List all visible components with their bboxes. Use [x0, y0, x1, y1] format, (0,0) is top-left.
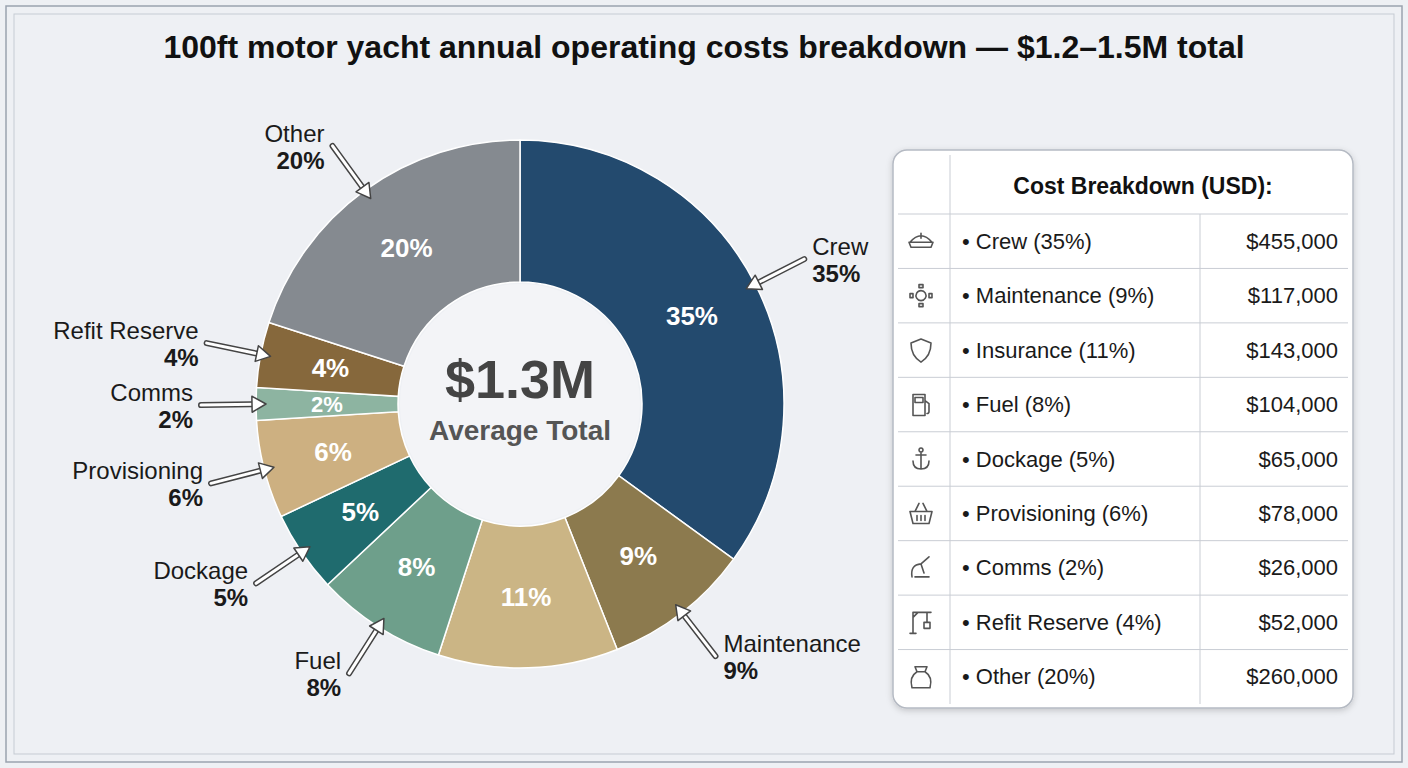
background [0, 0, 1408, 768]
slice-value-label: 5% [342, 497, 380, 527]
slice-value-label: 6% [314, 437, 352, 467]
column-rule [950, 155, 951, 704]
leader-head [370, 618, 384, 634]
leader-head [258, 463, 274, 478]
slice-percent-label: 9% [724, 657, 759, 684]
table-value: $104,000 [1246, 392, 1338, 417]
slice-percent-label: 35% [812, 260, 860, 287]
row-rule [898, 214, 1348, 215]
slice-percent-label: 4% [164, 344, 199, 371]
table-label: • Comms (2%) [962, 555, 1104, 580]
table-label: • Other (20%) [962, 664, 1096, 689]
table-grid [898, 155, 1348, 704]
frame-inner [14, 14, 1394, 754]
leader-head [255, 346, 270, 362]
slice-value-label: 2% [311, 392, 343, 417]
leader [211, 470, 262, 483]
leader-arrows [201, 146, 804, 673]
slice-percent-label: 6% [168, 484, 203, 511]
table-value: $26,000 [1258, 555, 1338, 580]
leader-head [746, 275, 762, 289]
slice-category-label: Refit Reserve [53, 317, 198, 344]
row-icon [910, 612, 931, 633]
table-label: • Provisioning (6%) [962, 501, 1148, 526]
row-rule [898, 540, 1348, 541]
slice-category-label: Other [264, 120, 324, 147]
slice-category-label: Comms [110, 379, 193, 406]
leader [683, 614, 715, 656]
table-value: $117,000 [1248, 283, 1338, 308]
row-rule [898, 377, 1348, 378]
row-icon [910, 503, 932, 523]
row-icon [910, 285, 932, 307]
leader-head [252, 396, 266, 412]
column-rule [1200, 214, 1201, 704]
slice-value-label: 9% [620, 541, 658, 571]
slice-category-label: Crew [812, 233, 869, 260]
leader [201, 403, 254, 407]
slice-percent-label: 2% [158, 406, 193, 433]
table-panel [893, 150, 1353, 708]
table-value: $78,000 [1258, 501, 1338, 526]
center-caption: Average Total [429, 415, 611, 446]
slice-percent-label: 5% [213, 584, 248, 611]
table-label: • Crew (35%) [962, 229, 1092, 254]
table-value: $52,000 [1258, 610, 1338, 635]
leader-head [294, 547, 310, 561]
table-value: $455,000 [1246, 229, 1338, 254]
row-icon [909, 233, 933, 247]
leader [757, 259, 804, 283]
row-rule [898, 431, 1348, 432]
table-label: • Refit Reserve (4%) [962, 610, 1162, 635]
page: 100ft motor yacht annual operating costs… [0, 0, 1408, 768]
row-icon [911, 667, 931, 688]
leader-head [356, 182, 371, 198]
row-icon [911, 339, 931, 362]
title: 100ft motor yacht annual operating costs… [163, 29, 1244, 65]
slice-percent-label: 20% [276, 147, 324, 174]
frame [6, 6, 1402, 762]
slice-value-label: 4% [312, 353, 350, 383]
slice-category-label: Dockage [153, 557, 248, 584]
center-total: $1.3M [445, 349, 595, 409]
slice-value-label: 20% [381, 233, 433, 263]
table-label: • Insurance (11%) [962, 338, 1136, 363]
row-icon [912, 557, 929, 577]
leader [207, 343, 259, 354]
table-label: • Fuel (8%) [962, 392, 1071, 417]
table-value: $65,000 [1258, 447, 1338, 472]
slice-category-label: Maintenance [724, 630, 861, 657]
table-label: • Maintenance (9%) [962, 283, 1154, 308]
slice-category-label: Provisioning [72, 457, 203, 484]
leader-head [676, 605, 691, 621]
slices [256, 140, 784, 668]
row-rule [898, 649, 1348, 650]
table-label: • Dockage (5%) [962, 447, 1115, 472]
table-value: $260,000 [1246, 664, 1338, 689]
leader [256, 554, 300, 584]
row-icon [913, 395, 929, 416]
donut-hole [400, 284, 640, 524]
slice-value-label: 35% [666, 301, 718, 331]
leader [332, 146, 363, 189]
slice-value-label: 11% [501, 582, 552, 612]
slice [257, 412, 410, 517]
row-rule [898, 322, 1348, 323]
slice-category-label: Fuel [294, 647, 341, 674]
table-value: $143,000 [1246, 338, 1338, 363]
leader [349, 629, 377, 674]
row-rule [898, 595, 1348, 596]
slice-value-label: 8% [398, 552, 436, 582]
row-rule [898, 268, 1348, 269]
slice-labels: 35% 9% 11% 8% 5% 6% 2% 4% 20% [311, 233, 718, 612]
row-icon [913, 448, 929, 469]
table-title: Cost Breakdown (USD): [1013, 173, 1272, 199]
slice-percent-label: 8% [306, 674, 341, 701]
row-rule [898, 486, 1348, 487]
